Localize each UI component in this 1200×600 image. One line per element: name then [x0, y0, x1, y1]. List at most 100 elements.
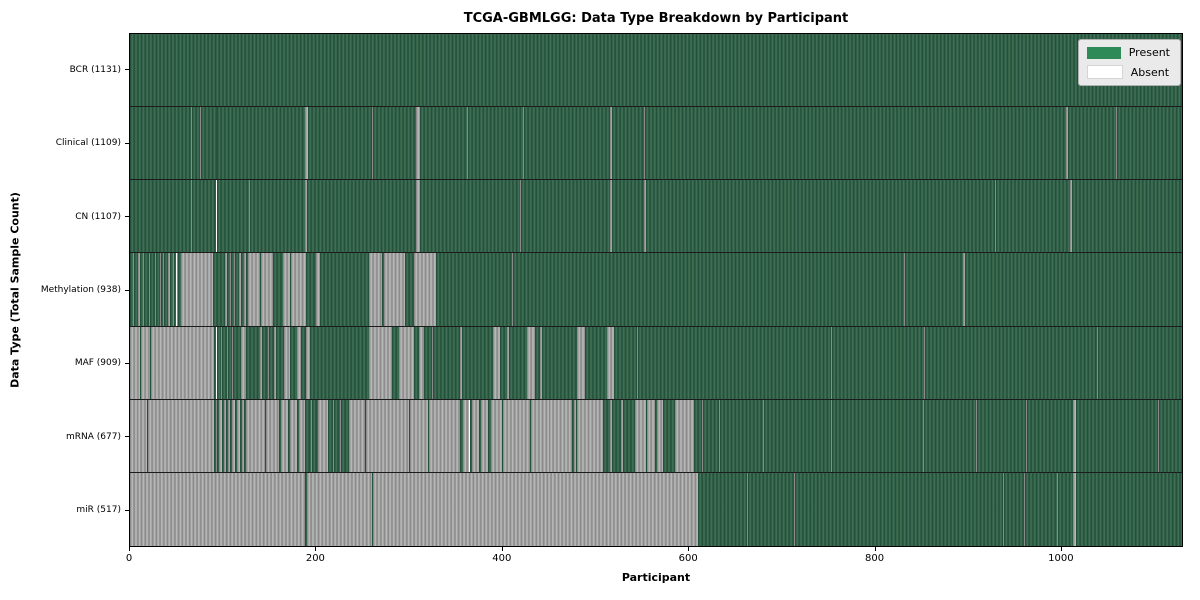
absent-segment	[280, 399, 289, 472]
present-segment	[307, 107, 372, 180]
present-segment	[130, 253, 133, 326]
present-segment	[616, 180, 645, 253]
absent-segment	[1115, 107, 1117, 180]
present-segment	[584, 326, 608, 399]
present-segment	[1075, 472, 1182, 546]
present-segment	[965, 253, 1182, 326]
present-segment	[260, 253, 262, 326]
absent-segment	[227, 399, 231, 472]
present-segment	[217, 399, 220, 472]
absent-segment	[1073, 472, 1076, 546]
absent-segment	[416, 107, 421, 180]
absent-segment	[340, 399, 342, 472]
present-segment	[150, 253, 156, 326]
y-tick-mark	[125, 436, 129, 438]
present-segment	[462, 326, 493, 399]
x-axis-label: Participant	[621, 571, 691, 584]
present-segment	[646, 180, 996, 253]
x-tick-mark	[1060, 547, 1062, 551]
present-segment	[488, 399, 491, 472]
x-tick-label-600: 600	[678, 553, 698, 564]
absent-segment	[480, 399, 489, 472]
present-segment	[246, 253, 249, 326]
present-segment	[227, 326, 233, 399]
absent-segment	[141, 326, 151, 399]
present-segment	[420, 180, 520, 253]
present-segment	[467, 107, 524, 180]
present-segment	[150, 326, 152, 399]
absent-segment	[332, 399, 334, 472]
absent-segment	[831, 399, 833, 472]
absent-segment	[621, 399, 623, 472]
absent-segment	[577, 326, 585, 399]
present-segment	[995, 180, 1071, 253]
y-tick-label-clinical: Clinical (1109)	[55, 138, 121, 149]
absent-segment	[903, 253, 905, 326]
absent-segment	[644, 180, 647, 253]
absent-segment	[155, 253, 157, 326]
present-segment	[278, 399, 281, 472]
heatmap-row-mir	[130, 472, 1182, 546]
absent-segment	[132, 253, 134, 326]
absent-segment	[290, 253, 306, 326]
absent-segment	[223, 399, 226, 472]
absent-segment	[615, 180, 617, 253]
present-segment	[341, 399, 349, 472]
absent-segment	[289, 399, 298, 472]
absent-segment	[191, 180, 193, 253]
absent-segment	[316, 253, 320, 326]
absent-segment	[1025, 399, 1027, 472]
absent-segment	[657, 399, 663, 472]
present-segment	[246, 326, 261, 399]
heatmap-row-mrna	[130, 399, 1182, 473]
present-segment	[662, 399, 676, 472]
present-segment	[217, 326, 222, 399]
present-segment	[1116, 107, 1182, 180]
present-segment	[1026, 399, 1074, 472]
absent-segment	[923, 399, 925, 472]
heatmap-row-methylation	[130, 253, 1182, 327]
x-tick-mark	[501, 547, 503, 551]
legend-present-swatch	[1086, 46, 1121, 59]
absent-segment	[348, 399, 366, 472]
absent-segment	[234, 253, 236, 326]
absent-segment	[371, 107, 373, 180]
present-segment	[524, 107, 610, 180]
absent-segment	[369, 326, 393, 399]
present-segment	[508, 326, 528, 399]
present-segment	[164, 253, 169, 326]
present-segment	[904, 253, 964, 326]
absent-segment	[260, 326, 263, 399]
absent-segment	[306, 472, 372, 546]
absent-segment	[138, 253, 141, 326]
absent-segment	[609, 399, 612, 472]
present-segment	[217, 180, 250, 253]
absent-segment	[163, 253, 165, 326]
absent-segment	[383, 253, 406, 326]
present-segment	[233, 326, 241, 399]
absent-segment	[151, 326, 214, 399]
present-segment	[1067, 107, 1116, 180]
present-segment	[289, 326, 298, 399]
legend-absent-swatch	[1086, 65, 1123, 79]
present-segment	[977, 399, 1026, 472]
absent-segment	[577, 399, 603, 472]
absent-segment	[1070, 180, 1073, 253]
present-segment	[192, 107, 200, 180]
absent-segment	[718, 399, 720, 472]
absent-segment	[265, 399, 279, 472]
present-segment	[520, 180, 610, 253]
absent-segment	[409, 399, 428, 472]
absent-segment	[1157, 399, 1159, 472]
absent-segment	[284, 326, 290, 399]
absent-segment	[274, 326, 277, 399]
present-segment	[534, 326, 541, 399]
present-segment	[289, 253, 291, 326]
present-segment	[409, 399, 410, 472]
absent-segment	[240, 326, 247, 399]
present-segment	[235, 399, 237, 472]
absent-segment	[199, 107, 201, 180]
y-tick-mark	[125, 69, 129, 71]
absent-segment	[1023, 472, 1025, 546]
absent-segment	[573, 399, 576, 472]
